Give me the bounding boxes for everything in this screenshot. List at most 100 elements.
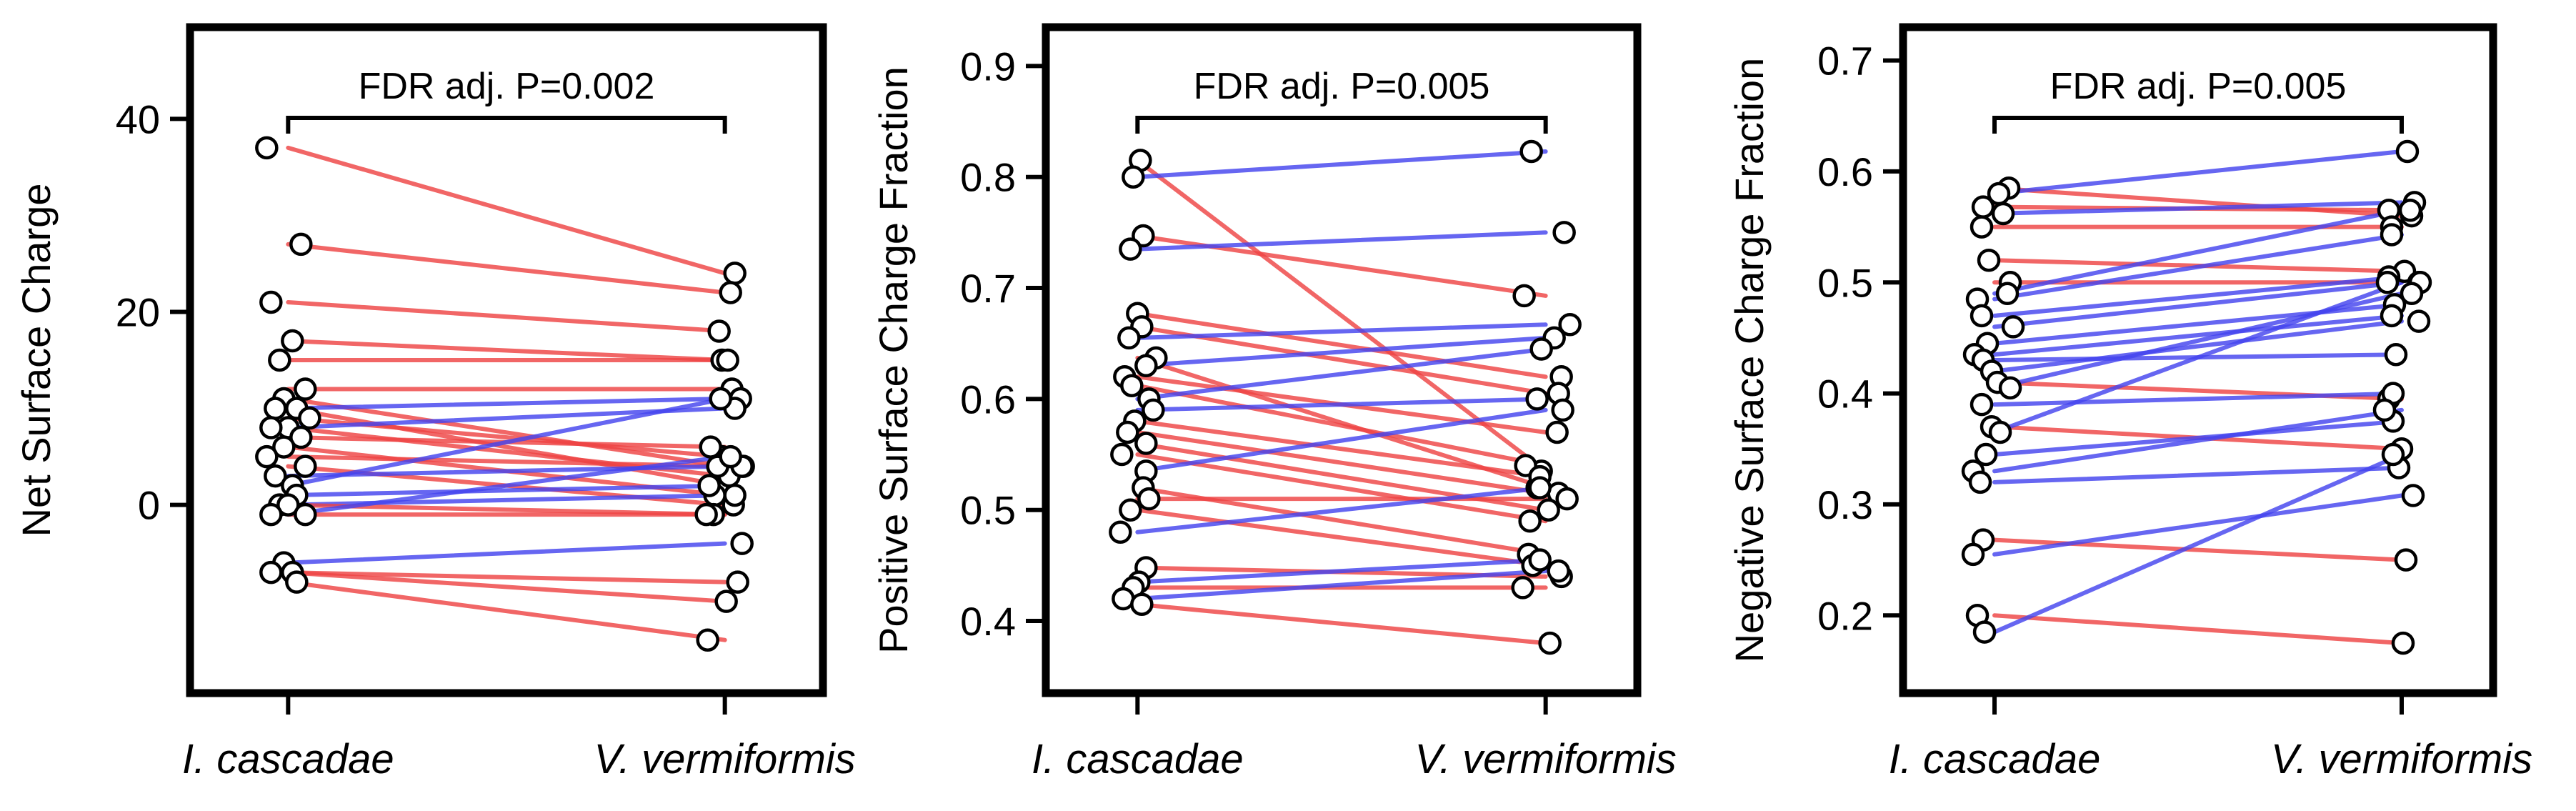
x-tick-label: I. cascadae: [182, 736, 394, 782]
pair-line: [1135, 322, 1548, 340]
point-v-vermiformis: [1552, 221, 1576, 244]
point-v-vermiformis: [730, 532, 754, 555]
point-i-cascadae: [255, 444, 279, 469]
point-v-vermiformis: [1512, 284, 1536, 308]
pair-lines: [1135, 149, 1548, 646]
pair-line: [1135, 347, 1548, 402]
point-i-cascadae: [1968, 470, 1992, 494]
point-i-cascadae: [259, 560, 283, 584]
pair-line: [1135, 311, 1548, 379]
point-i-cascadae: [1970, 215, 1994, 239]
significance-bracket: [286, 116, 727, 134]
y-tick-label: 0.9: [960, 44, 1016, 89]
pair-line: [1135, 324, 1548, 396]
pair-line: [1992, 291, 2404, 390]
y-tick-label: 0.4: [1817, 372, 1873, 417]
point-i-cascadae: [1998, 376, 2022, 400]
pair-line: [1992, 149, 2404, 196]
pair-line: [1992, 419, 2404, 457]
point-v-vermiformis: [1538, 631, 1562, 655]
pair-line: [1992, 391, 2404, 407]
pair-line: [1992, 280, 2404, 434]
point-i-cascadae: [1137, 487, 1161, 511]
point-i-cascadae: [1970, 392, 1994, 417]
pair-line: [286, 579, 727, 642]
x-tick-label: V. vermiformis: [594, 736, 856, 782]
x-tick-label: V. vermiformis: [2271, 736, 2532, 782]
point-i-cascadae: [259, 290, 283, 314]
point-i-cascadae: [289, 425, 313, 449]
point-v-vermiformis: [697, 474, 721, 497]
point-v-vermiformis: [716, 348, 739, 372]
data-points: [1109, 139, 1582, 655]
point-i-cascadae: [259, 416, 283, 439]
point-v-vermiformis: [2372, 398, 2397, 422]
point-i-cascadae: [1110, 442, 1134, 467]
y-tick-label: 40: [116, 96, 160, 141]
point-v-vermiformis: [719, 281, 742, 304]
point-i-cascadae: [1116, 420, 1139, 444]
point-i-cascadae: [259, 502, 283, 527]
point-i-cascadae: [281, 329, 304, 353]
significance-bracket: [1992, 116, 2404, 134]
point-v-vermiformis: [723, 483, 747, 507]
pair-line: [1992, 407, 2404, 474]
point-i-cascadae: [1961, 542, 1985, 567]
pair-line: [1135, 407, 1548, 474]
pair-line: [1135, 507, 1548, 568]
y-tick-label: 20: [116, 289, 160, 334]
pair-line: [1135, 419, 1548, 479]
point-v-vermiformis: [2401, 484, 2425, 507]
point-i-cascadae: [1995, 282, 2020, 306]
point-i-cascadae: [255, 136, 279, 160]
point-i-cascadae: [1122, 165, 1145, 189]
point-i-cascadae: [2001, 315, 2025, 339]
point-i-cascadae: [1119, 237, 1142, 261]
pair-lines: [1992, 149, 2404, 646]
point-v-vermiformis: [2391, 631, 2415, 655]
point-i-cascadae: [1974, 442, 1998, 467]
y-tick-label: 0.5: [1817, 260, 1873, 305]
pair-line: [1135, 602, 1548, 646]
plot-frame: [1042, 23, 1642, 697]
x-tick-label: I. cascadae: [1889, 736, 2101, 782]
point-v-vermiformis: [2380, 304, 2404, 328]
point-i-cascadae: [1134, 354, 1158, 378]
point-i-cascadae: [1109, 520, 1132, 544]
point-i-cascadae: [268, 348, 291, 372]
point-i-cascadae: [294, 454, 317, 478]
point-i-cascadae: [294, 377, 317, 401]
pair-line: [286, 483, 727, 498]
point-v-vermiformis: [1555, 487, 1579, 511]
point-v-vermiformis: [2398, 199, 2422, 222]
point-i-cascadae: [289, 232, 313, 257]
point-i-cascadae: [1142, 398, 1165, 422]
point-v-vermiformis: [709, 387, 732, 411]
point-i-cascadae: [1988, 420, 2012, 444]
point-i-cascadae: [1971, 195, 1995, 219]
plot-frame: [1899, 23, 2497, 697]
y-tick-label: 0.8: [960, 155, 1016, 200]
pair-line: [286, 397, 727, 469]
point-v-vermiformis: [2395, 139, 2420, 164]
x-tick-label: I. cascadae: [1032, 736, 1244, 782]
plot-frame: [186, 23, 827, 697]
pair-line: [1992, 613, 2404, 646]
point-v-vermiformis: [723, 262, 747, 285]
significance-annotation: FDR adj. P=0.002: [359, 66, 655, 107]
point-i-cascadae: [1120, 374, 1144, 397]
pair-line: [1135, 569, 1548, 601]
point-v-vermiformis: [1558, 313, 1582, 337]
pair-line: [1992, 319, 2404, 374]
point-v-vermiformis: [2375, 271, 2400, 294]
point-i-cascadae: [272, 435, 296, 459]
panel-1: 0 20 40 I. cascadae V. vermiformis Net Surfac…: [14, 23, 856, 782]
point-i-cascadae: [1130, 592, 1154, 616]
point-v-vermiformis: [694, 502, 718, 527]
point-v-vermiformis: [1551, 398, 1574, 422]
pair-line: [286, 454, 727, 517]
point-i-cascadae: [294, 502, 317, 527]
point-i-cascadae: [298, 406, 321, 430]
pair-line: [1992, 208, 2404, 296]
y-tick-label: 0.5: [960, 488, 1016, 533]
